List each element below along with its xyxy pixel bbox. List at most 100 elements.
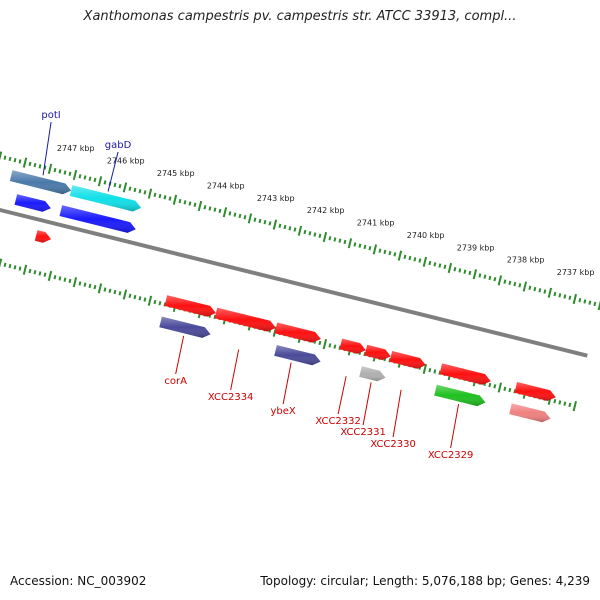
upper-tick bbox=[247, 213, 253, 224]
upper-tick bbox=[253, 217, 257, 222]
gene-shade bbox=[509, 403, 551, 423]
label-XCC2332[interactable]: XCC2332 bbox=[315, 416, 361, 427]
gene-shade bbox=[14, 194, 51, 212]
upper-tick bbox=[163, 195, 167, 200]
tick-label: 2737 kbp bbox=[557, 268, 595, 277]
upper-tick bbox=[522, 281, 528, 292]
tick-label: 2743 kbp bbox=[257, 194, 295, 203]
gene-shade bbox=[274, 322, 321, 343]
upper-tick bbox=[33, 162, 37, 168]
lower-tick bbox=[488, 382, 492, 388]
upper-tick bbox=[518, 283, 522, 288]
backbone-layer bbox=[0, 207, 588, 358]
upper-tick bbox=[18, 159, 22, 164]
lower-tick bbox=[88, 283, 92, 289]
label-XCC2331[interactable]: XCC2331 bbox=[340, 427, 386, 438]
upper-tick bbox=[588, 300, 592, 305]
upper-tick bbox=[383, 249, 387, 255]
upper-tick bbox=[128, 186, 132, 191]
upper-tick bbox=[263, 219, 267, 225]
lower-tick bbox=[103, 287, 107, 292]
leader-XCC2329 bbox=[450, 404, 460, 449]
gene-shade bbox=[69, 185, 142, 212]
upper-tick bbox=[347, 238, 353, 249]
upper-tick bbox=[178, 198, 182, 204]
lower-tick bbox=[72, 277, 78, 288]
upper-tick bbox=[103, 180, 107, 185]
lower-tick bbox=[558, 400, 562, 405]
gene-shade bbox=[34, 230, 52, 243]
upper-tick bbox=[572, 293, 578, 305]
upper-tick bbox=[578, 298, 582, 303]
gene-shade bbox=[514, 382, 556, 401]
upper-tick bbox=[197, 200, 203, 212]
label-XCC2329[interactable]: XCC2329 bbox=[428, 450, 474, 461]
upper-tick bbox=[528, 285, 532, 291]
lower-tick bbox=[147, 295, 153, 306]
lower-tick bbox=[422, 363, 428, 375]
upper-tick bbox=[353, 242, 357, 247]
lower-tick bbox=[497, 382, 503, 393]
lower-tick bbox=[328, 343, 332, 348]
upper-tick bbox=[338, 238, 342, 243]
label-ybeX[interactable]: ybeX bbox=[270, 406, 295, 417]
upper-tick bbox=[493, 276, 497, 282]
lower-tick bbox=[28, 268, 32, 274]
upper-tick bbox=[138, 188, 142, 194]
lower-tick bbox=[33, 270, 37, 275]
tick-label: 2745 kbp bbox=[157, 169, 195, 178]
upper-tick bbox=[122, 182, 128, 193]
lower-tick bbox=[553, 398, 557, 404]
tick-label: 2740 kbp bbox=[407, 231, 445, 240]
label-potI[interactable]: potI bbox=[41, 110, 60, 121]
lower-tick bbox=[108, 288, 112, 294]
lower-tick bbox=[572, 401, 577, 412]
upper-tick bbox=[72, 169, 78, 181]
upper-tick bbox=[188, 201, 192, 206]
upper-tick bbox=[438, 263, 442, 268]
lower-tick bbox=[63, 277, 67, 282]
tick-label: 2738 kbp bbox=[507, 256, 545, 265]
upper-tick bbox=[153, 192, 157, 198]
upper-tick bbox=[303, 229, 307, 235]
upper-tick bbox=[288, 226, 292, 231]
upper-tick bbox=[428, 260, 432, 266]
upper-tick bbox=[408, 255, 412, 261]
lower-tick bbox=[58, 276, 62, 281]
upper-tick bbox=[558, 293, 562, 298]
upper-tick bbox=[22, 157, 28, 168]
lower-tick bbox=[43, 272, 47, 277]
upper-tick bbox=[363, 244, 367, 250]
upper-tick bbox=[78, 174, 82, 179]
upper-tick bbox=[328, 236, 332, 241]
label-XCC2334[interactable]: XCC2334 bbox=[208, 392, 254, 403]
upper-tick bbox=[8, 156, 12, 162]
map-title: Xanthomonas campestris pv. campestris st… bbox=[83, 9, 517, 24]
leader-XCC2334 bbox=[230, 349, 240, 391]
upper-tick bbox=[388, 250, 392, 256]
lower-tick bbox=[158, 301, 162, 306]
lower-tick bbox=[213, 314, 217, 320]
upper-tick bbox=[88, 176, 92, 181]
accession-text: Accession: NC_003902 bbox=[10, 574, 147, 588]
label-XCC2330[interactable]: XCC2330 bbox=[370, 439, 416, 450]
label-gabD[interactable]: gabD bbox=[105, 140, 132, 151]
upper-tick bbox=[293, 227, 297, 232]
lower-tick bbox=[568, 402, 572, 408]
upper-tick bbox=[468, 270, 472, 276]
upper-tick bbox=[203, 205, 207, 210]
label-corA[interactable]: corA bbox=[164, 376, 187, 387]
upper-tick bbox=[83, 175, 87, 180]
upper-tick bbox=[568, 295, 572, 300]
tick-layer: 2747 kbp 2746 kbp 2745 kbp 2744 kbp 2743 kbp… bbox=[0, 144, 600, 412]
upper-tick bbox=[172, 194, 178, 205]
upper-tick bbox=[93, 177, 97, 183]
upper-tick bbox=[368, 245, 372, 251]
upper-tick bbox=[488, 275, 492, 281]
gene-shade bbox=[359, 366, 386, 382]
lower-tick bbox=[143, 297, 147, 302]
leader-gabD bbox=[107, 151, 119, 192]
upper-tick bbox=[447, 262, 453, 274]
upper-tick bbox=[213, 207, 217, 212]
